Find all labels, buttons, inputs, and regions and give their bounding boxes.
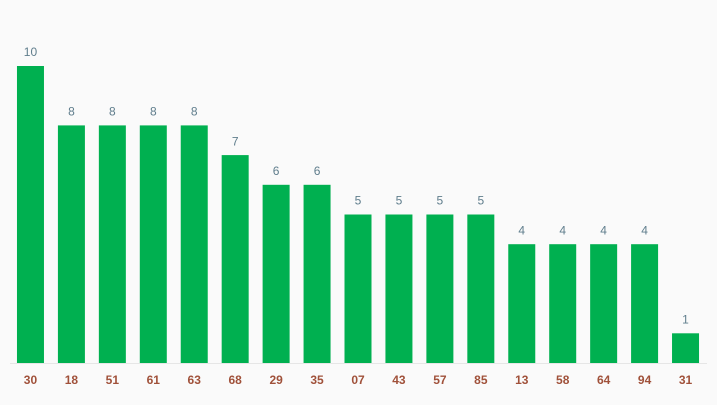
x-tick-label: 13 [515,373,529,387]
x-tick-label: 58 [556,373,570,387]
value-label: 10 [24,45,38,59]
value-label: 8 [150,105,157,119]
value-label: 5 [477,194,484,208]
bar [426,214,454,363]
value-label: 1 [682,312,689,326]
bar [385,214,413,363]
x-tick-label: 61 [147,373,161,387]
x-tick-label: 18 [65,373,79,387]
bar [180,125,208,364]
bar [16,66,44,363]
value-label: 8 [68,105,75,119]
value-label: 4 [559,223,566,237]
x-tick-label: 85 [474,373,488,387]
x-tick-label: 68 [228,373,242,387]
value-label: 5 [396,194,403,208]
bar [344,214,372,363]
bar [57,125,85,364]
value-label: 4 [600,223,607,237]
bar [631,244,659,363]
x-tick-label: 29 [269,373,283,387]
value-label: 4 [518,223,525,237]
x-tick-label: 94 [638,373,652,387]
x-tick-label: 64 [597,373,611,387]
bar [221,155,249,363]
value-label: 5 [355,194,362,208]
value-label: 8 [109,105,116,119]
bar [303,184,331,363]
x-tick-label: 30 [24,373,38,387]
bar [139,125,167,364]
bar [549,244,577,363]
value-label: 7 [232,134,239,148]
bar [508,244,536,363]
value-label: 5 [437,194,444,208]
x-tick-label: 51 [106,373,120,387]
x-tick-label: 57 [433,373,447,387]
x-tick-label: 07 [351,373,365,387]
x-tick-label: 35 [310,373,324,387]
value-label: 4 [641,223,648,237]
value-label: 8 [191,105,198,119]
x-tick-label: 43 [392,373,406,387]
x-tick-label: 63 [188,373,202,387]
value-label: 6 [314,164,321,178]
bar [98,125,126,364]
value-label: 6 [273,164,280,178]
bar [672,333,700,363]
bar [590,244,618,363]
bar [467,214,495,363]
bar [262,184,290,363]
x-tick-label: 31 [679,373,693,387]
